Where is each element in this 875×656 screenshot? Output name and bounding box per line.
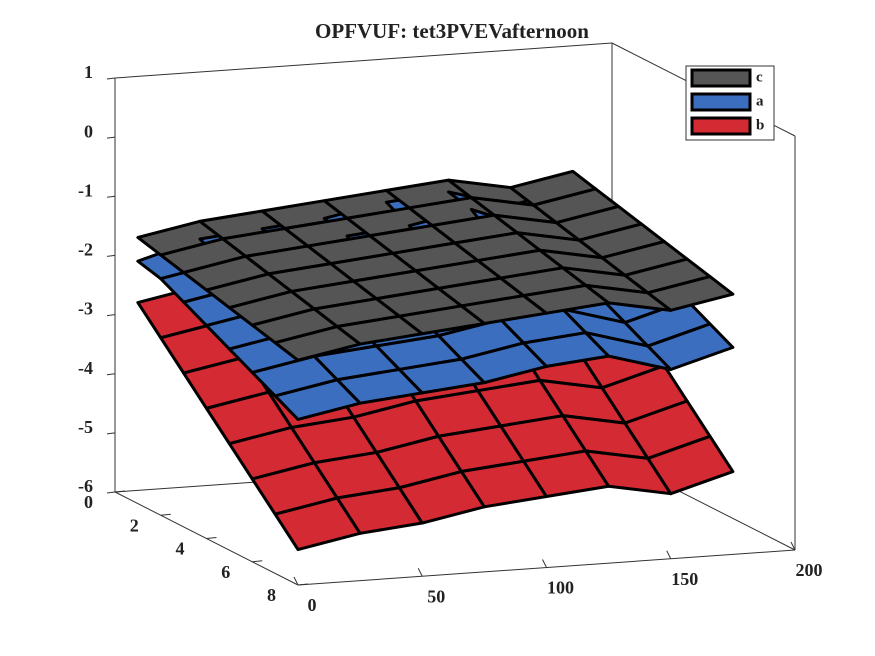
chart-title: OPFVUF: tet3PVEVafternoon	[315, 19, 589, 43]
surface-cell	[646, 434, 735, 496]
z-tick	[106, 136, 116, 139]
x-tick	[542, 559, 547, 568]
z-tick-label: -4	[78, 358, 93, 378]
y-tick-label: 4	[176, 539, 185, 559]
legend-label: c	[756, 69, 763, 85]
y-tick	[160, 513, 171, 516]
x-tick-label: 150	[671, 569, 698, 589]
z-tick-label: 1	[84, 62, 93, 82]
legend-label: a	[756, 93, 764, 109]
legend-label: b	[756, 117, 764, 133]
y-tick	[297, 583, 309, 586]
z-tick-label: -1	[78, 180, 93, 200]
z-tick-label: 0	[84, 121, 93, 141]
y-tick-label: 0	[84, 492, 93, 512]
z-tick	[106, 432, 116, 435]
y-tick	[252, 560, 263, 563]
x-tick	[790, 541, 796, 551]
x-tick-label: 200	[796, 560, 823, 580]
x-tick	[293, 576, 299, 586]
box-edge	[114, 42, 613, 79]
z-tick	[106, 373, 116, 376]
surface-cell	[646, 275, 735, 312]
legend-swatch	[690, 92, 752, 112]
surface-cell	[646, 322, 735, 371]
legend-swatch	[690, 68, 752, 88]
legend-swatch	[690, 116, 752, 136]
z-tick-label: -6	[78, 476, 93, 496]
z-tick	[106, 77, 116, 80]
z-tick	[106, 314, 116, 317]
z-tick	[106, 195, 116, 198]
y-tick	[114, 490, 126, 493]
y-tick-label: 8	[267, 585, 276, 605]
z-tick	[106, 491, 116, 494]
z-tick-label: -3	[78, 299, 93, 319]
x-tick	[666, 550, 672, 559]
y-tick-label: 6	[221, 562, 230, 582]
x-tick-label: 50	[427, 586, 445, 606]
y-tick	[206, 537, 217, 539]
x-tick	[417, 568, 423, 577]
z-tick	[106, 254, 116, 257]
x-tick-label: 100	[547, 578, 574, 598]
z-tick-label: -5	[78, 417, 93, 437]
z-tick-label: -2	[78, 240, 93, 260]
y-tick-label: 2	[130, 515, 139, 535]
x-tick-label: 0	[308, 595, 317, 615]
